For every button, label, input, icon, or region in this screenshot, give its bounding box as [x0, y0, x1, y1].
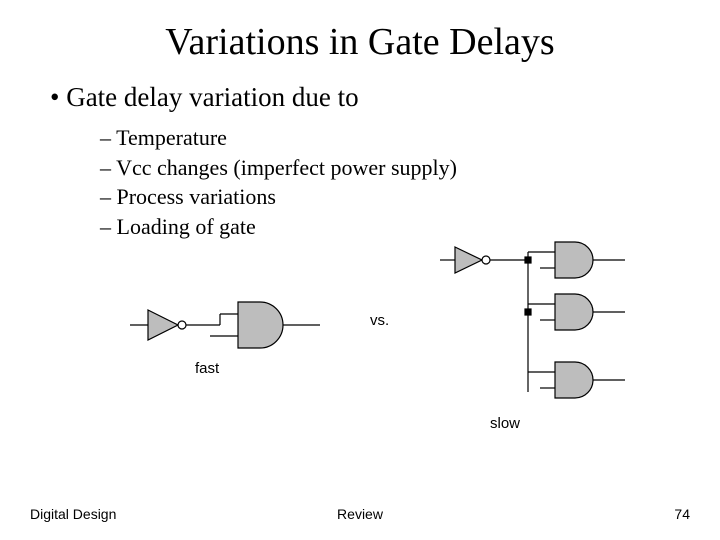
slow-label: slow [490, 415, 520, 432]
sub-bullet: Vcc changes (imperfect power supply) [100, 153, 680, 183]
footer-left: Digital Design [30, 506, 250, 522]
fast-label: fast [195, 360, 219, 377]
circuit-diagram-area: vs. fast slow [40, 250, 680, 440]
footer-center: Review [250, 506, 470, 522]
sub-bullet: Temperature [100, 123, 680, 153]
sub-bullet-list: Temperature Vcc changes (imperfect power… [100, 123, 680, 242]
slide-title: Variations in Gate Delays [40, 20, 680, 64]
sub-bullet: Process variations [100, 182, 680, 212]
vs-label: vs. [370, 312, 389, 329]
main-bullet: Gate delay variation due to [50, 82, 680, 113]
footer-right: 74 [470, 506, 690, 522]
right-circuit-icon [440, 232, 670, 422]
slide-footer: Digital Design Review 74 [0, 506, 720, 522]
left-circuit-icon [130, 290, 340, 360]
